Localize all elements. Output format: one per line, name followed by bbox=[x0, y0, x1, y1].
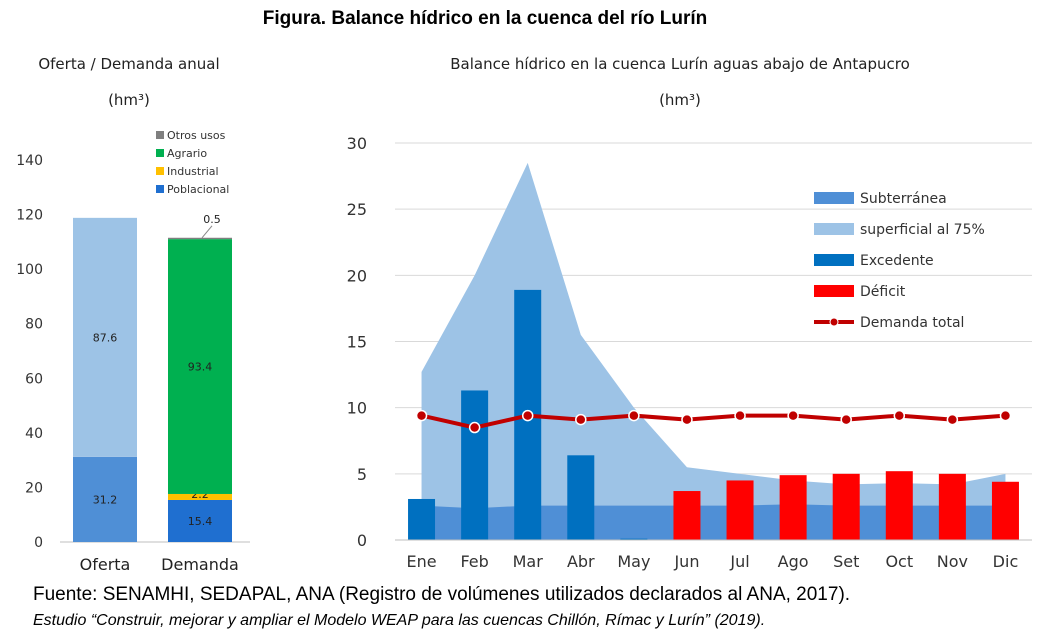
bar-excedente bbox=[461, 390, 489, 540]
bar-segment-agrario bbox=[168, 239, 232, 494]
x-tick-label: Ene bbox=[406, 552, 436, 571]
data-label: 15.4 bbox=[188, 515, 213, 528]
bar-deficit bbox=[832, 473, 860, 540]
left-chart-unit: (hm³) bbox=[108, 91, 150, 109]
line-point bbox=[840, 413, 852, 426]
x-tick-label: Abr bbox=[567, 552, 595, 571]
x-category-label: Oferta bbox=[80, 555, 131, 574]
figure-title: Figura. Balance hídrico en la cuenca del… bbox=[262, 8, 708, 29]
bar-deficit bbox=[938, 473, 966, 540]
line-point bbox=[681, 413, 693, 426]
legend-label: Demanda total bbox=[860, 315, 964, 331]
y-tick-label: 25 bbox=[347, 200, 367, 219]
y-tick-label: 140 bbox=[16, 153, 43, 169]
legend-swatch bbox=[814, 192, 854, 204]
study-line: Estudio “Construir, mejorar y ampliar el… bbox=[33, 612, 766, 629]
data-label: 87.6 bbox=[93, 331, 118, 344]
x-category-label: Demanda bbox=[161, 555, 239, 574]
line-point bbox=[946, 413, 959, 426]
legend-label: Agrario bbox=[167, 147, 207, 160]
data-label-leader bbox=[201, 225, 213, 239]
bar-deficit bbox=[991, 481, 1019, 540]
x-tick-label: Nov bbox=[937, 552, 968, 571]
bar-deficit bbox=[885, 471, 913, 540]
line-point bbox=[415, 409, 428, 422]
x-tick-label: Set bbox=[833, 552, 859, 571]
legend-swatch bbox=[814, 223, 854, 235]
y-tick-label: 20 bbox=[25, 480, 43, 496]
line-point bbox=[999, 409, 1012, 422]
legend-label: Excedente bbox=[860, 253, 934, 269]
legend-label: Déficit bbox=[860, 284, 906, 300]
legend-label: Subterránea bbox=[860, 191, 947, 207]
legend-label: Industrial bbox=[167, 165, 219, 178]
y-tick-label: 30 bbox=[347, 134, 367, 153]
legend-swatch bbox=[814, 254, 854, 266]
bar-deficit bbox=[726, 480, 754, 540]
area-superficial bbox=[421, 162, 1006, 540]
y-tick-label: 20 bbox=[347, 266, 367, 285]
line-point bbox=[734, 409, 746, 422]
right-chart-title: Balance hídrico en la cuenca Lurín aguas… bbox=[450, 55, 910, 73]
data-label: 93.4 bbox=[188, 361, 213, 374]
line-point bbox=[575, 413, 587, 426]
x-tick-label: Mar bbox=[513, 552, 544, 571]
y-tick-label: 120 bbox=[16, 208, 43, 224]
x-tick-label: Ago bbox=[778, 552, 809, 571]
x-tick-label: Jun bbox=[673, 552, 699, 571]
legend-swatch bbox=[156, 131, 164, 139]
bar-segment-oferta_subterranea bbox=[73, 456, 137, 542]
legend-swatch bbox=[814, 285, 854, 297]
bar-segment-oferta_superficial bbox=[73, 217, 137, 457]
legend-label: Poblacional bbox=[167, 183, 229, 196]
data-label: 31.2 bbox=[93, 493, 118, 506]
legend-swatch bbox=[156, 149, 164, 157]
data-label: 0.5 bbox=[203, 213, 221, 226]
bar-excedente bbox=[408, 498, 436, 540]
bar-excedente bbox=[620, 538, 648, 540]
left-chart-title: Oferta / Demanda anual bbox=[38, 55, 220, 73]
line-demanda-total bbox=[421, 413, 1006, 430]
y-tick-label: 80 bbox=[25, 317, 43, 333]
bar-segment-industrial bbox=[168, 493, 232, 500]
legend-label: superficial al 75% bbox=[860, 222, 985, 238]
bar-excedente bbox=[567, 455, 595, 540]
y-tick-label: 15 bbox=[347, 333, 367, 352]
line-point bbox=[628, 409, 640, 422]
x-tick-label: Dic bbox=[993, 552, 1019, 571]
y-tick-label: 5 bbox=[357, 465, 367, 484]
y-tick-label: 10 bbox=[347, 399, 367, 418]
legend-marker bbox=[829, 317, 839, 327]
source-line: Fuente: SENAMHI, SEDAPAL, ANA (Registro … bbox=[33, 584, 851, 605]
bar-segment-poblacional bbox=[168, 499, 232, 542]
bar-deficit bbox=[779, 475, 807, 540]
y-tick-label: 40 bbox=[25, 426, 43, 442]
x-tick-label: May bbox=[617, 552, 650, 571]
line-point bbox=[893, 409, 906, 422]
legend-label: Otros usos bbox=[167, 129, 226, 142]
x-tick-label: Feb bbox=[460, 552, 488, 571]
legend-swatch bbox=[156, 167, 164, 175]
balance-hidrico-chart: 0 5 10 15 20 25 30 Ene Feb Mar Abr May Jun Jul Ago Set O… bbox=[347, 134, 1032, 571]
right-chart-unit: (hm³) bbox=[659, 91, 701, 109]
line-point bbox=[787, 409, 799, 422]
line-point bbox=[468, 421, 481, 434]
x-tick-label: Jul bbox=[729, 552, 749, 571]
bar-deficit bbox=[673, 491, 701, 540]
oferta-demanda-chart: 02040608010012014031.287.6Oferta15.42.29… bbox=[16, 129, 250, 574]
x-tick-label: Oct bbox=[885, 552, 913, 571]
y-tick-label: 0 bbox=[34, 535, 43, 551]
y-tick-label: 60 bbox=[25, 371, 43, 387]
bar-segment-otros bbox=[168, 237, 232, 240]
legend-swatch bbox=[156, 185, 164, 193]
y-tick-label: 0 bbox=[357, 531, 367, 550]
line-point bbox=[521, 409, 534, 422]
area-subterranea bbox=[421, 504, 1006, 540]
y-tick-label: 100 bbox=[16, 262, 43, 278]
